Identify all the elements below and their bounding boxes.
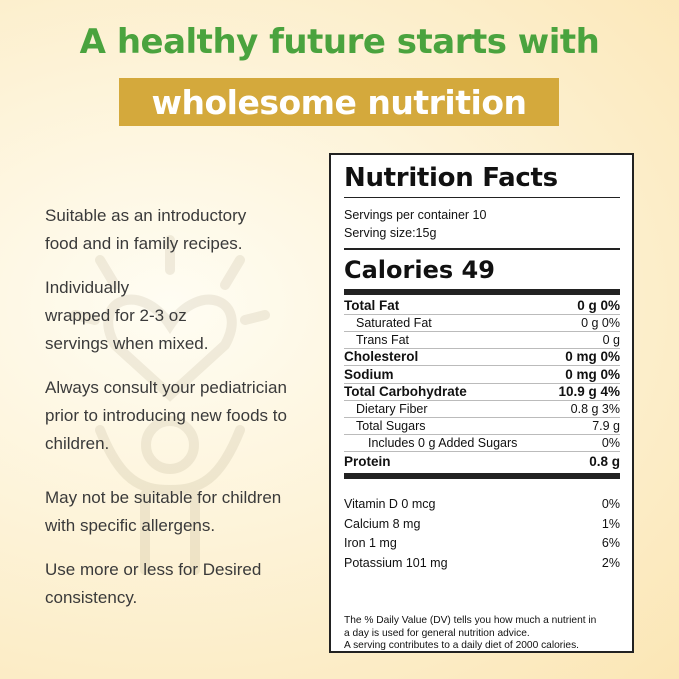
divider	[344, 248, 620, 250]
calories-value: 49	[461, 256, 495, 284]
nutrient-row-sodium: Sodium 0 mg 0%	[344, 366, 620, 384]
nutrient-row-added-sugars: Includes 0 g Added Sugars 0%	[344, 435, 620, 452]
nutrient-row-total-carbohydrate: Total Carbohydrate 10.9 g 4%	[344, 384, 620, 401]
nutrient-row-trans-fat: Trans Fat 0 g	[344, 332, 620, 349]
nutrient-row-total-fat: Total Fat 0 g 0%	[344, 297, 620, 315]
nutrient-row-cholesterol: Cholesterol 0 mg 0%	[344, 349, 620, 366]
nutrient-row-total-sugars: Total Sugars 7.9 g	[344, 418, 620, 435]
headline-line1: A healthy future starts with	[79, 22, 600, 62]
headline-band: wholesome nutrition	[119, 78, 559, 126]
divider	[344, 473, 620, 479]
calories-row: Calories 49	[344, 253, 620, 287]
divider	[344, 289, 620, 295]
calories-label: Calories	[344, 256, 454, 284]
servings-per-container: Servings per container 10	[344, 208, 487, 222]
note-consistency: Use more or less for Desired consistency…	[45, 560, 262, 607]
child-heart-watermark-icon	[70, 235, 270, 575]
daily-value-footnote: The % Daily Value (DV) tells you how muc…	[344, 615, 597, 651]
serving-size: Serving size:15g	[344, 226, 437, 240]
nutrient-row-dietary-fiber: Dietary Fiber 0.8 g 3%	[344, 401, 620, 418]
note-introductory: Suitable as an introductory food and in …	[45, 206, 247, 253]
vitamin-row-vitamin-d: Vitamin D 0 mcg 0%	[344, 497, 620, 511]
divider	[344, 197, 620, 198]
nutrition-facts-label: Nutrition Facts Servings per container 1…	[329, 153, 634, 653]
headline-line2: wholesome nutrition	[151, 82, 527, 122]
nutrient-row-saturated-fat: Saturated Fat 0 g 0%	[344, 315, 620, 332]
vitamin-row-potassium: Potassium 101 mg 2%	[344, 555, 620, 570]
vitamin-row-iron: Iron 1 mg 6%	[344, 536, 620, 550]
note-pediatrician: Always consult your pediatrician prior t…	[45, 378, 287, 453]
note-allergens: May not be suitable for children with sp…	[45, 488, 282, 535]
nutrition-facts-title: Nutrition Facts	[344, 163, 558, 193]
nutrient-row-protein: Protein 0.8 g	[344, 454, 620, 469]
note-wrapped: Individually wrapped for 2-3 oz servings…	[45, 278, 209, 353]
vitamin-row-calcium: Calcium 8 mg 1%	[344, 516, 620, 531]
